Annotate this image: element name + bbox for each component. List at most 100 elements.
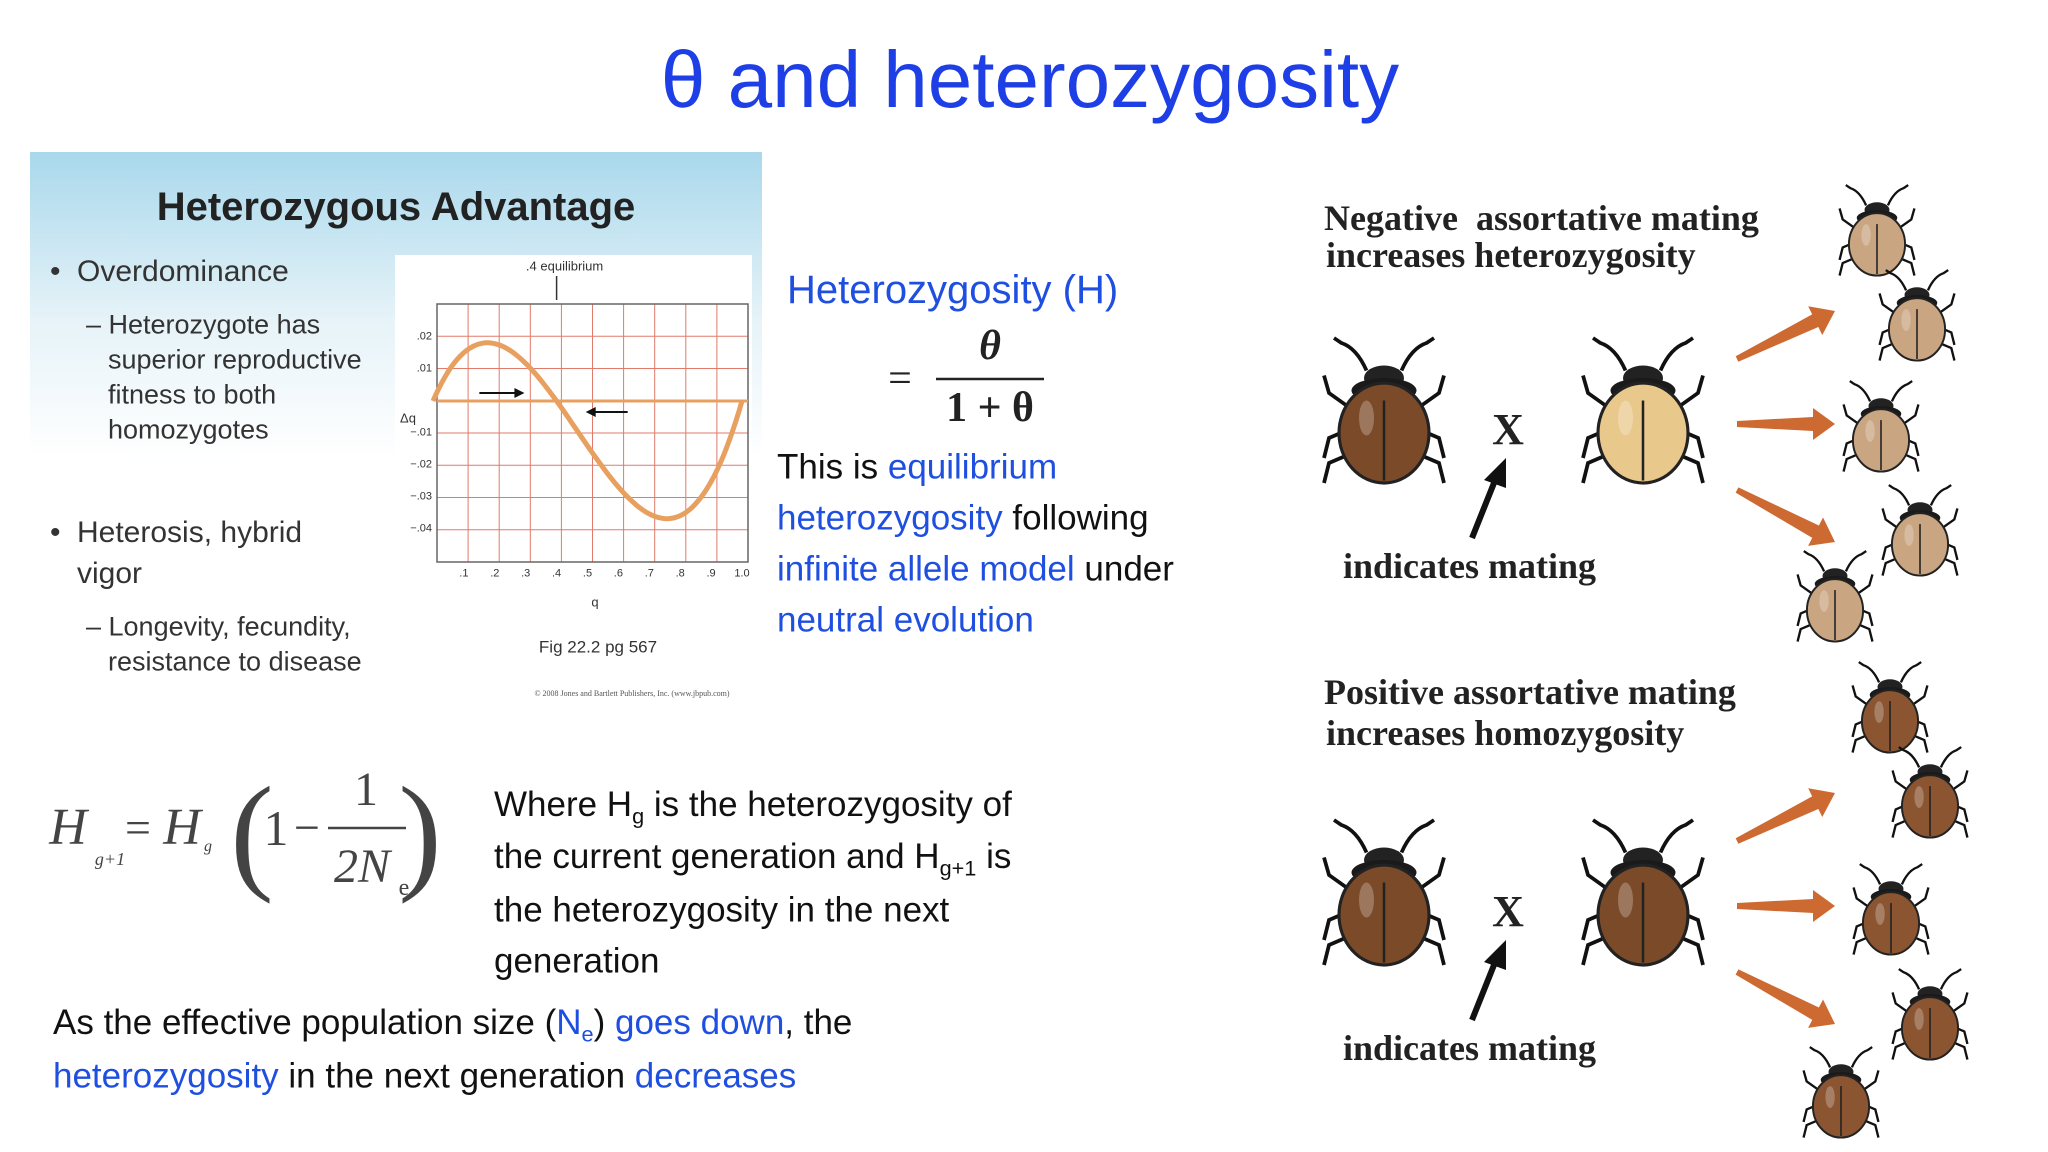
graph-annotation: .4 equilibrium xyxy=(525,258,604,274)
arrow-shape xyxy=(1735,306,1836,362)
beetle-part xyxy=(1803,550,1826,572)
beetle-part xyxy=(1581,856,1607,890)
text-line: the current generation and Hg+1 is xyxy=(494,839,1011,879)
beetle-part xyxy=(1857,574,1874,595)
beetle-part xyxy=(1819,590,1829,612)
graph-caption: Fig 22.2 pg 567 xyxy=(538,637,658,657)
text-segment: is the heterozygosity of xyxy=(644,784,1012,824)
beetle-part xyxy=(1796,574,1813,595)
beetle-part xyxy=(1886,184,1909,206)
subscript: g xyxy=(632,803,645,829)
graph-y-tick: −.01 xyxy=(410,426,432,439)
mating-heading: Positive assortative mating xyxy=(1324,672,1736,712)
beetle-part xyxy=(1901,309,1911,331)
beetle-part xyxy=(1903,404,1920,425)
beetle-part xyxy=(1658,336,1695,372)
formula-denominator: 2N xyxy=(333,840,391,893)
beetle-part xyxy=(1802,1119,1819,1138)
text-segment: neutral evolution xyxy=(777,600,1034,640)
beetle-part xyxy=(1929,484,1952,506)
formula-paren: ( xyxy=(230,761,274,905)
beetle-part xyxy=(1591,818,1628,854)
graph-frame xyxy=(436,303,749,563)
beetle-part xyxy=(1802,1070,1819,1091)
beetle-part xyxy=(1618,400,1633,436)
text-line: This is equilibrium xyxy=(777,450,1057,485)
formula-one: 1 xyxy=(263,800,289,856)
text-line: heterozygosity in the next generation de… xyxy=(53,1059,796,1094)
beetle-part xyxy=(1861,224,1871,246)
beetle-part xyxy=(1898,968,1921,990)
beetle-part xyxy=(1332,336,1369,372)
beetle-part xyxy=(1913,936,1930,955)
text-segment: heterozygosity xyxy=(777,498,1003,538)
beetle-part xyxy=(1658,818,1695,854)
beetle-part xyxy=(1903,453,1920,472)
beetle-part xyxy=(1844,550,1867,572)
formula-subscript: e xyxy=(398,875,410,901)
beetle-part xyxy=(1581,453,1607,484)
beetle xyxy=(1581,818,1705,967)
beetle-part xyxy=(1881,508,1898,529)
beetle-part xyxy=(1322,935,1348,966)
beetle-part xyxy=(1859,863,1882,885)
bullet-detail: superior reproductive xyxy=(108,344,362,375)
beetle-part xyxy=(1891,992,1908,1013)
beetle-part xyxy=(1420,935,1446,966)
beetle-part xyxy=(1952,819,1969,838)
beetle-part xyxy=(1838,208,1855,229)
beetle-part xyxy=(1952,770,1969,791)
arrow-shape xyxy=(1735,969,1835,1028)
beetle-part xyxy=(1679,856,1705,890)
text-segment: As the effective population size ( xyxy=(53,1002,557,1042)
beetle-part xyxy=(1890,380,1913,402)
beetle-part xyxy=(1952,1041,1969,1060)
subscript: g+1 xyxy=(939,855,977,881)
text-segment: This is xyxy=(777,447,888,487)
beetle-part xyxy=(1420,856,1446,890)
graph-x-tick: .6 xyxy=(613,567,623,580)
graph-arrowhead xyxy=(514,388,525,398)
arrow-shape xyxy=(1735,788,1836,844)
beetle xyxy=(1796,550,1874,643)
beetle-part xyxy=(1912,734,1929,753)
text-line: the heterozygosity in the next xyxy=(494,893,949,928)
text-line: neutral evolution xyxy=(777,603,1034,638)
beetle-part xyxy=(1581,374,1607,408)
beetle xyxy=(1881,484,1959,577)
mating-heading: increases heterozygosity xyxy=(1326,235,1696,275)
beetle-part xyxy=(1857,623,1874,642)
text-segment: , the xyxy=(784,1002,853,1042)
slide-title: θ and heterozygosity xyxy=(660,35,1400,124)
beetle-part xyxy=(1359,400,1374,436)
beetle-part xyxy=(1399,336,1436,372)
beetle-part xyxy=(1898,746,1921,768)
text-segment: ) xyxy=(593,1002,606,1042)
graph-x-tick: .4 xyxy=(552,567,562,580)
beetle xyxy=(1322,336,1446,485)
beetle-part xyxy=(1899,661,1922,683)
mating-pointer xyxy=(1469,476,1499,540)
beetle-part xyxy=(1825,1086,1835,1108)
formula-minus: − xyxy=(294,802,320,853)
text-segment: generation xyxy=(494,941,660,981)
text-segment: the current generation and H xyxy=(494,836,940,876)
beetle xyxy=(1852,863,1930,956)
beetle-part xyxy=(1904,524,1914,546)
beetle-part xyxy=(1850,1046,1873,1068)
beetle-part xyxy=(1842,453,1859,472)
mating-note: indicates mating xyxy=(1343,546,1597,586)
definition-label: Heterozygosity (H) xyxy=(787,268,1119,312)
beetle-part xyxy=(1863,1070,1880,1091)
beetle-part xyxy=(1942,508,1959,529)
beetle xyxy=(1802,1046,1880,1139)
graph-x-tick: .9 xyxy=(706,567,716,580)
bullet-text: Heterosis, hybrid xyxy=(77,516,303,549)
figure-heading: Heterozygous Advantage xyxy=(156,185,636,229)
text-segment: infinite allele model xyxy=(777,549,1075,589)
graph-x-tick: .7 xyxy=(644,567,654,580)
bullet-dot: • xyxy=(50,516,61,549)
beetle-part xyxy=(1926,269,1949,291)
